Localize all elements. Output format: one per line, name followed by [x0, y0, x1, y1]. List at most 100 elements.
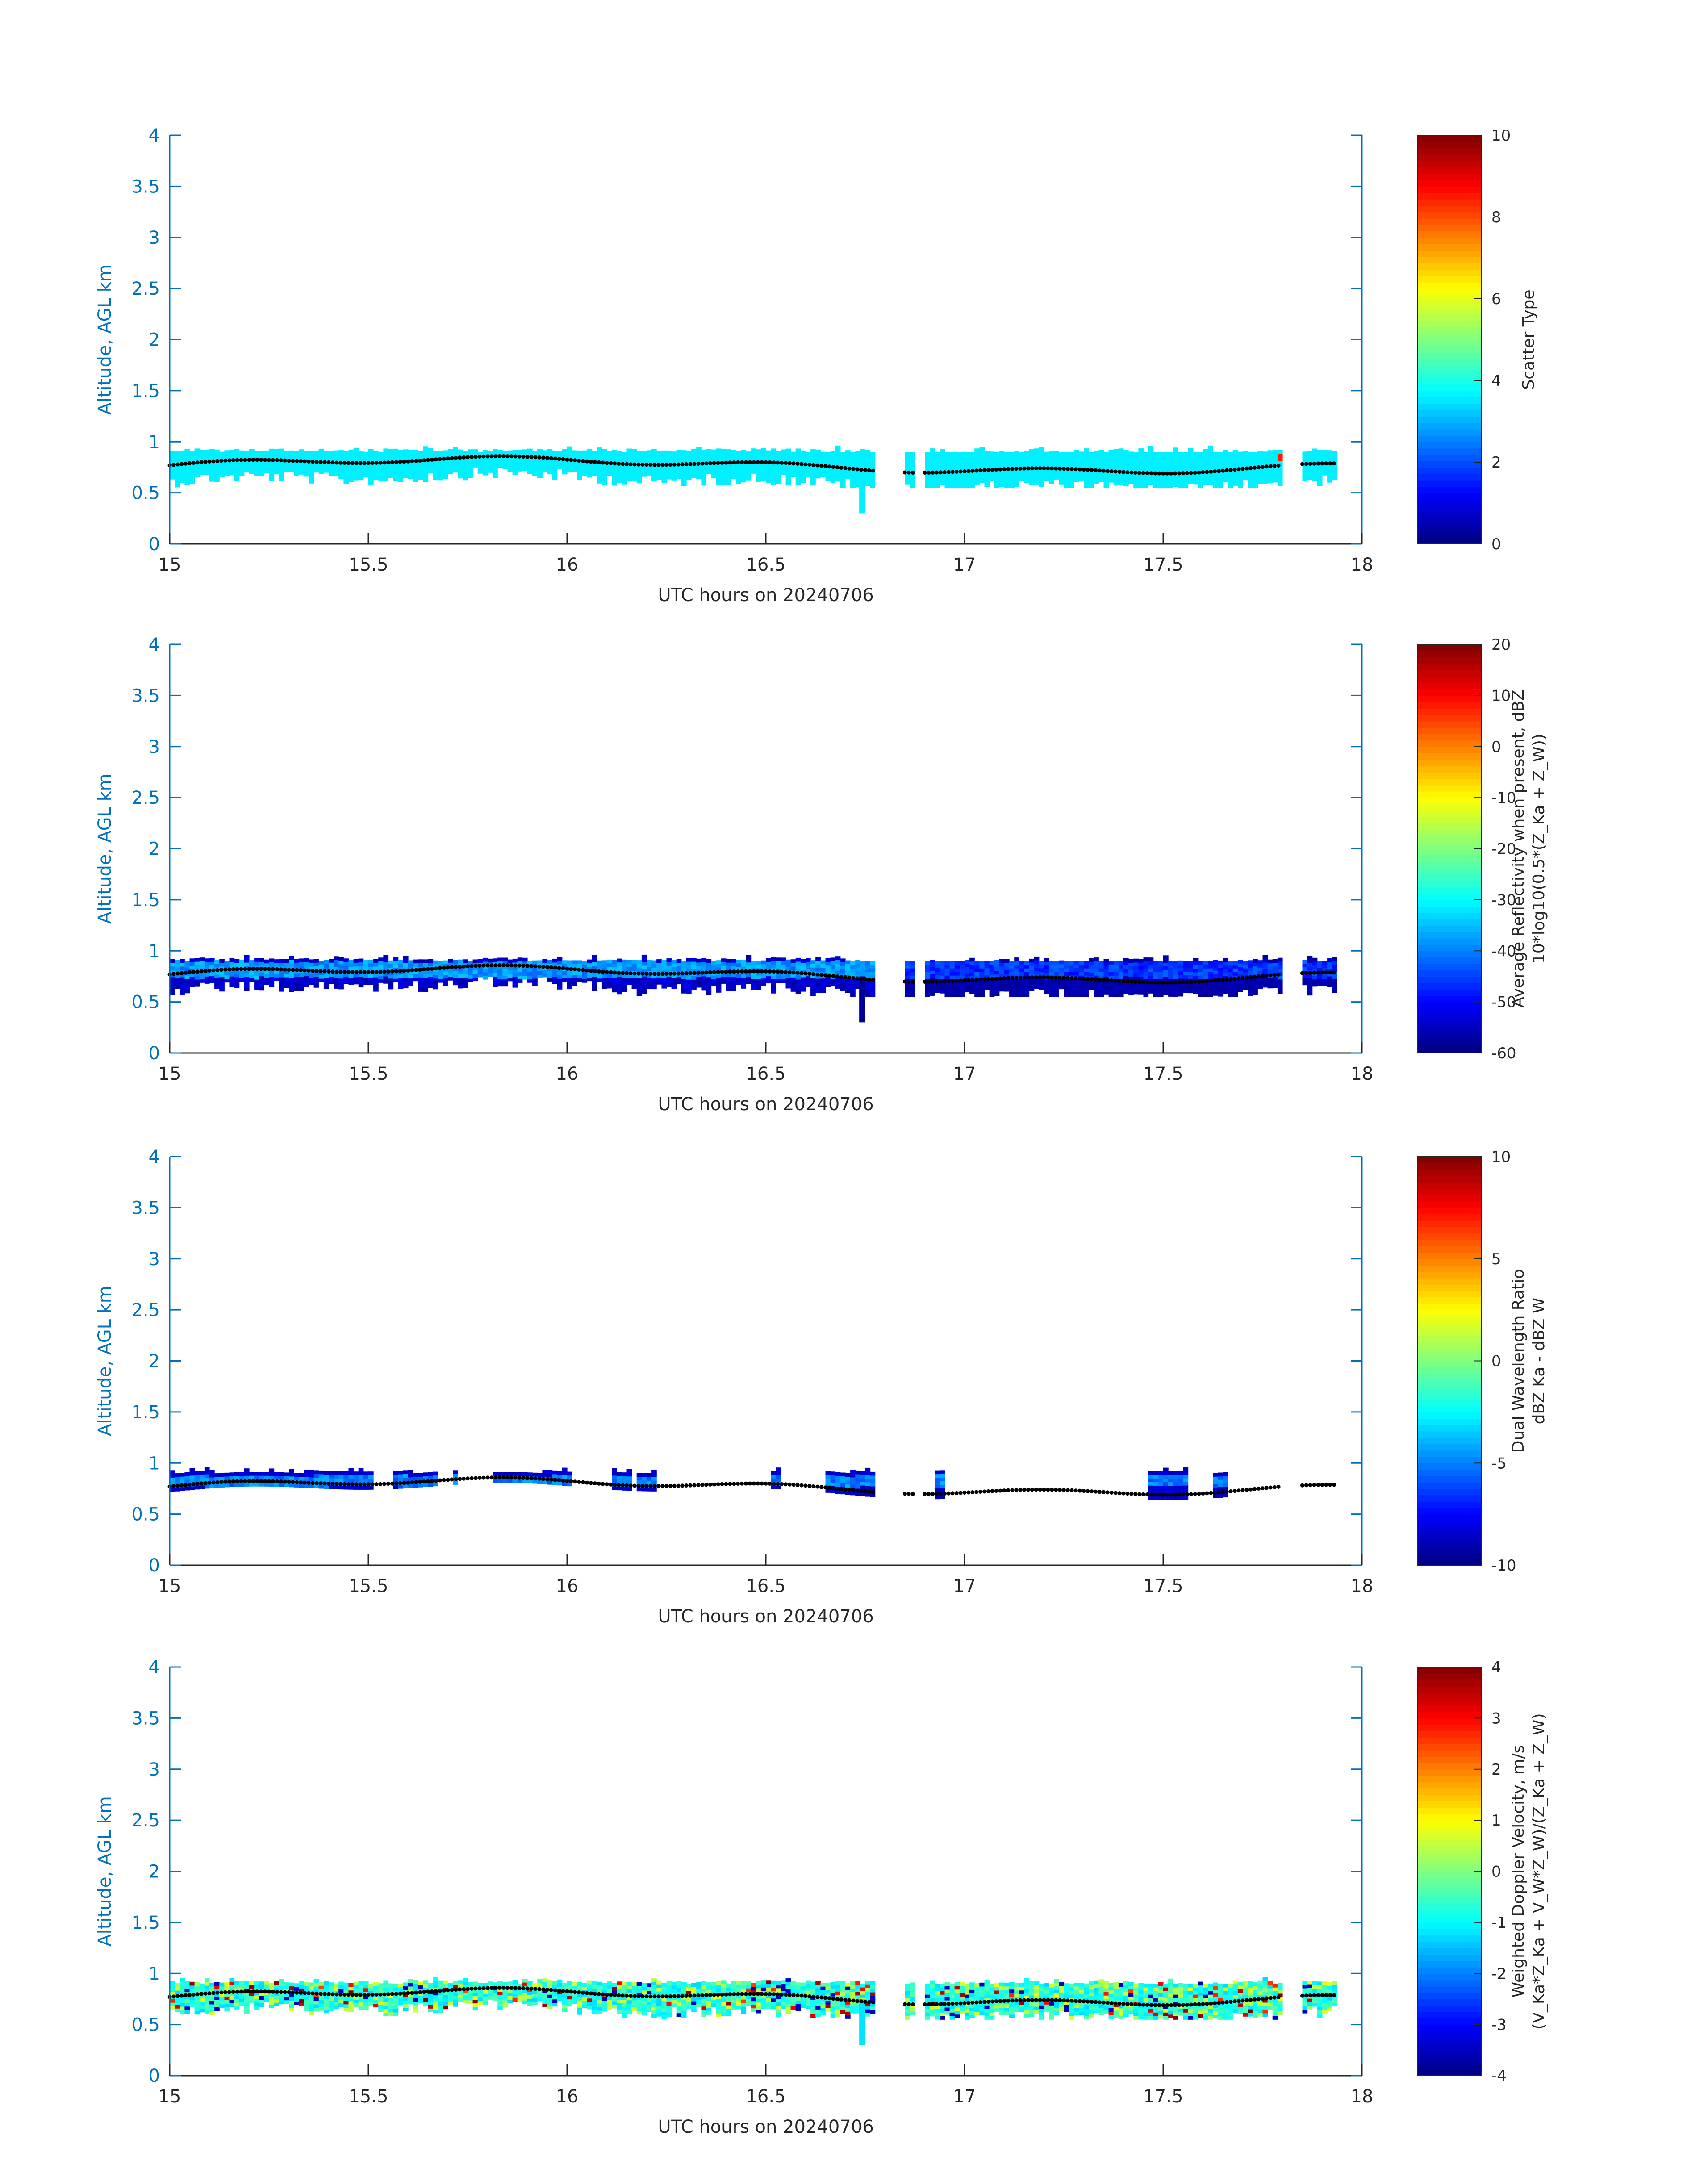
heatmap-cell [1138, 962, 1144, 966]
cloud-base-dot [454, 965, 458, 969]
cloud-base-dot [1189, 471, 1193, 475]
heatmap-cell [557, 455, 563, 459]
heatmap-cell [1108, 475, 1114, 479]
heatmap-cell [199, 1471, 205, 1475]
cloud-base-dot [1062, 976, 1066, 980]
heatmap-cell [1253, 959, 1258, 963]
heatmap-cell [304, 979, 309, 984]
heatmap-cell [1203, 986, 1208, 990]
cloud-base-dot [1181, 980, 1185, 985]
heatmap-cell [790, 451, 796, 456]
heatmap-cell [870, 968, 876, 972]
cloud-base-dot [1197, 979, 1201, 984]
heatmap-cell [313, 984, 319, 988]
heatmap-cell [1128, 451, 1134, 455]
heatmap-cell [910, 982, 915, 986]
heatmap-cell [318, 971, 324, 975]
heatmap-cell [785, 966, 791, 971]
heatmap-cell [348, 974, 354, 978]
heatmap-cell [925, 993, 930, 997]
heatmap-cell [1232, 968, 1238, 972]
colorbar-swatch [1418, 791, 1482, 798]
heatmap-cell [368, 452, 374, 457]
heatmap-cell [959, 452, 965, 456]
cloud-base-dot [1109, 978, 1114, 982]
heatmap-cell [527, 470, 533, 474]
heatmap-cell [671, 978, 677, 982]
cloud-base-dot [621, 462, 625, 466]
heatmap-cell [647, 967, 652, 971]
colorbar-tick-label: 20 [1491, 636, 1511, 654]
heatmap-cell [1302, 466, 1308, 470]
heatmap-cell [1213, 960, 1218, 964]
heatmap-cell [388, 456, 394, 460]
heatmap-cell [731, 980, 736, 984]
cloud-base-dot [1022, 975, 1026, 980]
heatmap-cell [756, 464, 761, 468]
cloud-base-dot [950, 470, 955, 474]
heatmap-cell [686, 465, 692, 469]
heatmap-cell [1009, 455, 1015, 460]
cloud-base-dot [477, 455, 482, 459]
heatmap-cell [433, 451, 438, 455]
heatmap-cell [443, 967, 448, 972]
heatmap-cell [552, 1470, 558, 1475]
heatmap-cell [592, 976, 597, 981]
heatmap-cell [731, 987, 736, 991]
heatmap-cell [1078, 979, 1084, 983]
heatmap-cell [587, 977, 593, 982]
heatmap-cell [244, 987, 250, 991]
heatmap-cell [577, 964, 582, 968]
heatmap-cell [1098, 986, 1104, 990]
heatmap-cell [378, 979, 384, 983]
cloud-base-dot [1169, 980, 1173, 985]
heatmap-cell [309, 476, 314, 480]
colorbar-swatch [1418, 372, 1482, 379]
y-tick-label: 1.5 [131, 381, 160, 401]
heatmap-cell [458, 970, 463, 974]
heatmap-cell [463, 476, 468, 481]
heatmap-cell [477, 459, 483, 463]
heatmap-cell [944, 477, 950, 481]
heatmap-cell [974, 961, 980, 965]
heatmap-cell [1223, 976, 1228, 980]
heatmap-cell [388, 960, 394, 965]
heatmap-cell [721, 449, 727, 453]
heatmap-cell [284, 962, 289, 967]
cloud-base-dot [1046, 466, 1050, 471]
heatmap-cell [999, 959, 1005, 963]
heatmap-cell [870, 459, 876, 463]
heatmap-cell [1322, 457, 1328, 461]
heatmap-cell [647, 974, 652, 978]
heatmap-cell [785, 963, 791, 967]
heatmap-cell [234, 474, 240, 478]
colorbar-frame [1417, 135, 1482, 544]
heatmap-cell [348, 1486, 354, 1490]
heatmap-cell [1312, 968, 1318, 973]
heatmap-cell [1019, 469, 1025, 474]
heatmap-cell [1228, 484, 1233, 488]
heatmap-cell [1277, 454, 1283, 458]
heatmap-cell [935, 964, 940, 968]
heatmap-cell [507, 977, 513, 982]
heatmap-cell [726, 456, 731, 460]
cloud-base-dot [462, 964, 466, 969]
heatmap-cell [214, 981, 220, 986]
cloud-base-dot [394, 460, 398, 464]
heatmap-cell [741, 981, 747, 985]
heatmap-cell [284, 959, 289, 963]
heatmap-cell [622, 452, 627, 456]
heatmap-cell [229, 1476, 235, 1480]
cloud-base-dot [597, 969, 601, 974]
heatmap-cell [1213, 967, 1218, 971]
heatmap-cell [1153, 481, 1159, 485]
heatmap-cell [1213, 473, 1218, 477]
heatmap-cell [855, 476, 860, 481]
heatmap-cell [741, 974, 747, 978]
heatmap-cell [368, 960, 374, 964]
x-tick-label: 16.5 [746, 1064, 785, 1084]
heatmap-cell [269, 1472, 275, 1476]
heatmap-cell [1193, 965, 1199, 969]
heatmap-cell [244, 461, 250, 465]
heatmap-cell [383, 459, 389, 463]
